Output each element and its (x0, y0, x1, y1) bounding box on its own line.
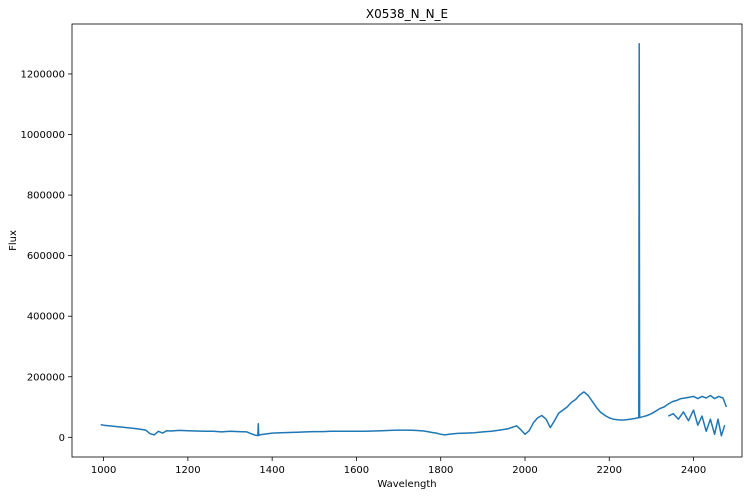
x-tick-label: 2400 (681, 465, 706, 476)
x-tick-label: 1800 (428, 465, 453, 476)
y-tick-label: 1200000 (20, 69, 65, 80)
x-axis-label: Wavelength (377, 479, 436, 490)
y-tick-label: 200000 (27, 372, 65, 383)
spectrum-line-1 (667, 409, 726, 437)
x-tick-label: 2200 (597, 465, 622, 476)
y-axis-label: Flux (8, 230, 19, 251)
plot-area (72, 24, 742, 457)
x-tick-label: 1000 (91, 465, 116, 476)
y-tick-label: 0 (59, 433, 65, 444)
y-tick-label: 800000 (27, 191, 65, 202)
y-tick-label: 400000 (27, 312, 65, 323)
y-tick-label: 600000 (27, 251, 65, 262)
series-layer (100, 42, 728, 437)
chart-title: X0538_N_N_E (366, 7, 448, 21)
axes-layer: 1000 1200 1400 1600 1800 2000 2200 2400 0 200000 4… (20, 23, 743, 476)
y-tick-label: 1000000 (20, 130, 65, 141)
spectrum-line-0 (100, 42, 728, 437)
axes-frame (71, 23, 743, 458)
x-tick-label: 1600 (344, 465, 369, 476)
x-tick-label: 1200 (175, 465, 200, 476)
x-tick-label: 1400 (259, 465, 284, 476)
x-tick-label: 2000 (512, 465, 537, 476)
